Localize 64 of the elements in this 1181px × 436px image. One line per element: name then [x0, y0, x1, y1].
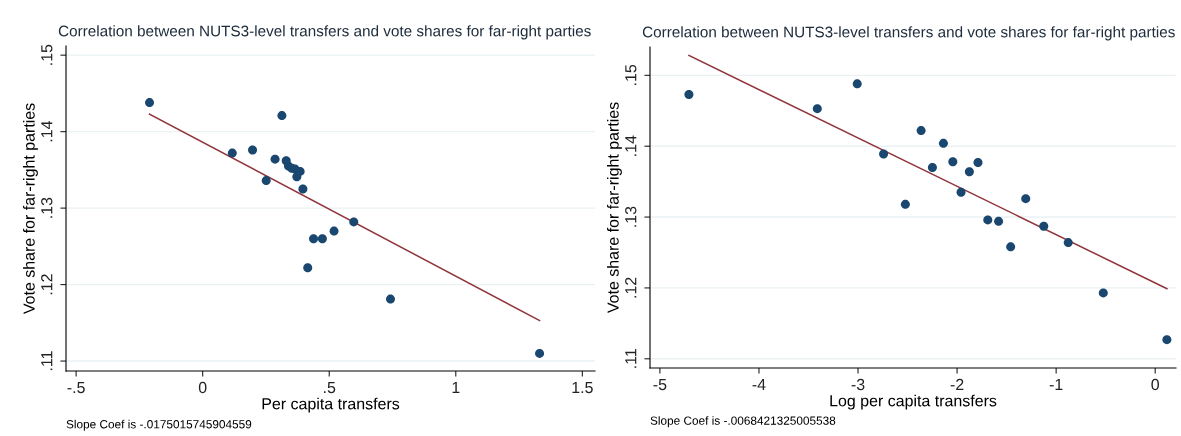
point	[956, 187, 966, 197]
text: Slope Coef is -.0175015745904559	[66, 419, 252, 431]
x-tick-label: 0	[198, 381, 207, 394]
point	[298, 184, 308, 194]
y-tick-label: .12	[625, 277, 637, 298]
x-tick-label: .5	[324, 382, 336, 394]
x-tick-label: -1	[1049, 379, 1063, 390]
y-tick-label: .13	[625, 206, 637, 227]
point	[948, 157, 958, 167]
point	[1021, 194, 1031, 204]
point	[900, 199, 910, 209]
point	[1098, 288, 1108, 298]
point	[994, 216, 1004, 226]
x-tick-label: -2	[950, 378, 964, 390]
point	[812, 104, 822, 114]
point	[983, 215, 993, 225]
point	[1039, 221, 1049, 231]
x-axis-title: Per capita transfers	[262, 397, 400, 413]
point	[248, 145, 258, 155]
point	[684, 89, 694, 99]
x-tick-label: -4	[752, 379, 766, 390]
point	[292, 172, 302, 182]
point	[973, 158, 983, 167]
point	[303, 263, 313, 273]
x-tick-label: -.5	[67, 382, 85, 394]
y-tick-label: .14	[625, 135, 637, 156]
point	[535, 348, 545, 358]
point	[938, 138, 948, 148]
y-tick-label: .11	[41, 351, 53, 371]
y-tick-label: .15	[625, 64, 637, 85]
point	[145, 98, 155, 108]
point	[227, 148, 237, 158]
point	[927, 162, 937, 172]
point	[349, 217, 359, 227]
chart-title: Correlation between NUTS3-level transfers and vote shares for far-right parties	[642, 26, 1175, 41]
point	[309, 234, 319, 244]
chart-title: Correlation between NUTS3-level transfers and vote shares for far-right parties	[58, 25, 591, 40]
point	[317, 234, 327, 244]
x-tick-label: 1	[452, 382, 460, 393]
point	[879, 149, 889, 159]
x-axis-title: Log per capita transfers	[830, 394, 997, 410]
x-tick-label: 1.5	[572, 382, 593, 394]
y-axis-title: Vote share for far-right parties	[23, 103, 38, 315]
x-tick-label: -5	[653, 379, 667, 391]
y-tick-label: .14	[41, 121, 53, 142]
point	[277, 111, 287, 121]
y-tick-label: .15	[41, 44, 53, 65]
y-tick-label: .13	[41, 197, 53, 218]
x-tick-label: -3	[851, 378, 865, 391]
point	[852, 79, 862, 89]
point	[1063, 238, 1073, 248]
point	[1006, 242, 1016, 252]
y-axis-title: Vote share for far-right parties	[607, 102, 622, 314]
text: Slope Coef is -.0068421325005538	[650, 416, 836, 428]
x-tick-label: 0	[1151, 378, 1160, 391]
point	[385, 294, 395, 304]
point	[329, 226, 339, 236]
point	[270, 154, 280, 164]
y-tick-label: .12	[41, 274, 53, 295]
point	[1162, 335, 1172, 345]
point	[916, 126, 926, 136]
point	[261, 176, 271, 186]
y-tick-label: .11	[625, 349, 637, 368]
point	[964, 167, 974, 177]
